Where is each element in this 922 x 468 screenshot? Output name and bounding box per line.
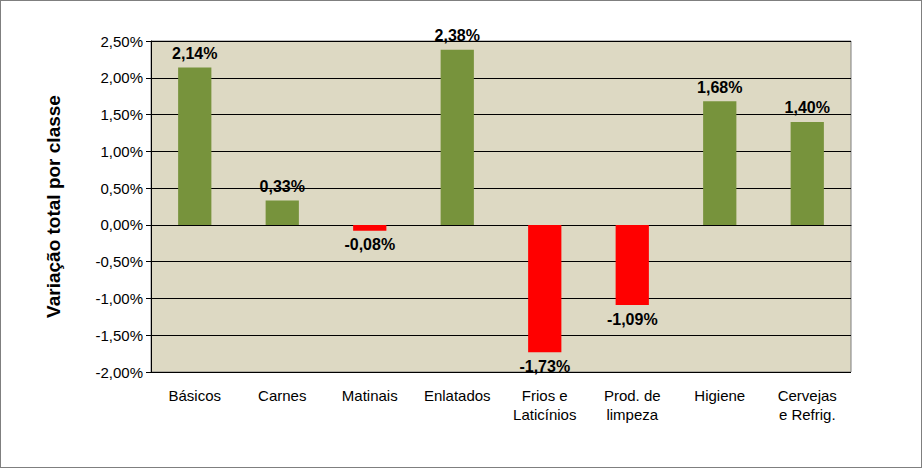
svg-text:0,50%: 0,50% [100, 180, 143, 197]
svg-text:limpeza: limpeza [606, 406, 658, 423]
svg-text:1,00%: 1,00% [100, 143, 143, 160]
svg-text:Higiene: Higiene [694, 387, 745, 404]
svg-text:Prod. de: Prod. de [604, 387, 661, 404]
svg-text:-1,73%: -1,73% [519, 358, 570, 375]
svg-text:0,00%: 0,00% [100, 216, 143, 233]
svg-text:-1,50%: -1,50% [95, 327, 143, 344]
svg-text:Laticínios: Laticínios [513, 406, 576, 423]
svg-text:2,00%: 2,00% [100, 69, 143, 86]
svg-text:-2,00%: -2,00% [95, 364, 143, 381]
svg-text:Variação total por classe: Variação total por classe [43, 95, 64, 318]
svg-text:-0,08%: -0,08% [344, 236, 395, 253]
svg-text:1,40%: 1,40% [785, 99, 830, 116]
svg-text:Enlatados: Enlatados [424, 387, 491, 404]
svg-text:2,14%: 2,14% [172, 45, 217, 62]
svg-text:-1,00%: -1,00% [95, 290, 143, 307]
svg-text:2,38%: 2,38% [435, 27, 480, 44]
svg-text:-0,50%: -0,50% [95, 253, 143, 270]
svg-text:Matinais: Matinais [342, 387, 398, 404]
svg-text:1,68%: 1,68% [697, 79, 742, 96]
svg-text:Carnes: Carnes [258, 387, 306, 404]
svg-text:e Refrig.: e Refrig. [779, 406, 836, 423]
svg-text:Frios e: Frios e [522, 387, 568, 404]
svg-text:0,33%: 0,33% [260, 178, 305, 195]
svg-text:2,50%: 2,50% [100, 33, 143, 50]
svg-text:Básicos: Básicos [168, 387, 221, 404]
svg-text:1,50%: 1,50% [100, 106, 143, 123]
svg-text:-1,09%: -1,09% [607, 311, 658, 328]
svg-text:Cervejas: Cervejas [778, 387, 837, 404]
